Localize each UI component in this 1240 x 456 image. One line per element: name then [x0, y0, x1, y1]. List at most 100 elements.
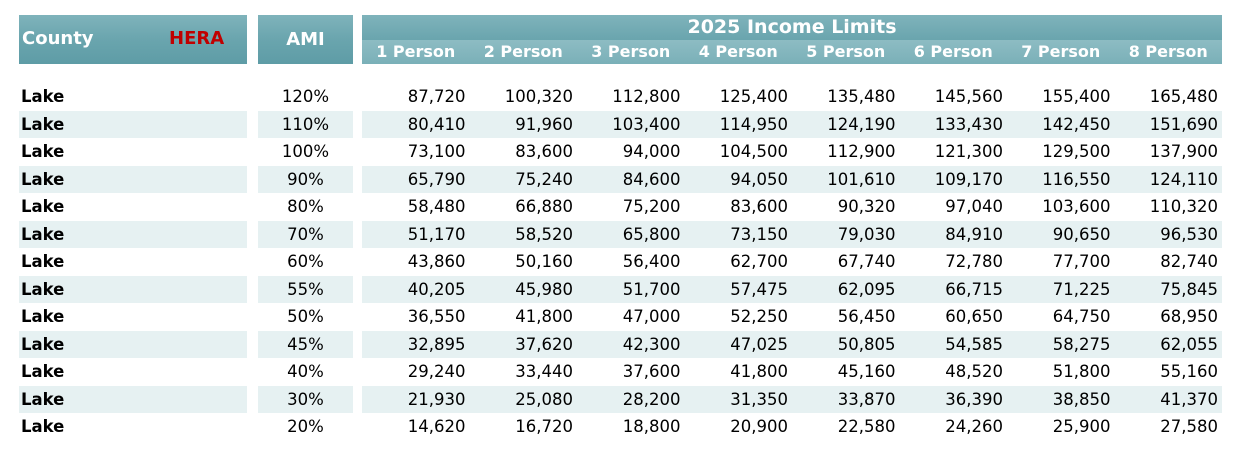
income-limit-cell: 29,240: [407, 362, 466, 381]
income-limit-cell: 103,600: [1042, 197, 1111, 216]
county-cell: Lake: [21, 362, 65, 381]
table-row: Lake 100% 73,100 83,600 94,000 104,500 112,900…: [0, 138, 1240, 166]
income-limit-cell: 94,050: [730, 169, 788, 189]
county-cell: Lake: [21, 252, 65, 271]
income-limit-cell: 114,950: [719, 114, 788, 134]
county-cell: Lake: [21, 169, 65, 189]
table-row: Lake 70% 51,170 58,520 65,800 73,150 79,030 84,…: [0, 220, 1240, 248]
income-limit-cell: 66,715: [945, 279, 1003, 299]
income-limit-cell: 112,900: [827, 142, 896, 161]
county-cell: Lake: [21, 197, 65, 216]
row-shading: [19, 330, 247, 358]
row-shading: [362, 110, 1222, 138]
income-limit-cell: 96,530: [1160, 224, 1218, 244]
income-limit-cell: 71,225: [1052, 279, 1111, 299]
income-limit-cell: 28,200: [622, 389, 681, 409]
row-shading: [19, 220, 247, 248]
income-limit-cell: 83,600: [515, 142, 573, 161]
income-limit-cell: 58,520: [515, 224, 573, 244]
income-limit-cell: 50,160: [515, 252, 573, 271]
income-limit-cell: 129,500: [1042, 142, 1111, 161]
income-limit-cell: 25,080: [515, 389, 573, 409]
income-limit-cell: 68,950: [1160, 307, 1218, 326]
income-limit-cell: 33,440: [515, 362, 573, 381]
county-cell: Lake: [21, 142, 65, 161]
income-limit-cell: 75,845: [1160, 279, 1218, 299]
income-limit-cell: 58,275: [1052, 334, 1111, 354]
income-limit-cell: 151,690: [1149, 114, 1218, 134]
income-limit-cell: 121,300: [934, 142, 1003, 161]
row-shading: [362, 165, 1222, 193]
income-limit-cell: 64,750: [1052, 307, 1111, 326]
row-shading: [258, 165, 353, 193]
table-row: Lake 90% 65,790 75,240 84,600 94,050 101,610 10…: [0, 165, 1240, 193]
table-row: Lake 120% 87,720 100,320 112,800 125,400 135,4…: [0, 83, 1240, 111]
income-limit-cell: 24,260: [945, 417, 1003, 436]
income-limit-cell: 101,610: [827, 169, 896, 189]
income-limit-cell: 109,170: [934, 169, 1003, 189]
income-limit-cell: 142,450: [1042, 114, 1111, 134]
income-limit-cell: 18,800: [622, 417, 681, 436]
income-limit-cell: 155,400: [1042, 87, 1111, 106]
income-limit-cell: 55,160: [1160, 362, 1218, 381]
income-limit-cell: 112,800: [612, 87, 681, 106]
income-limit-cell: 45,160: [837, 362, 896, 381]
ami-cell: 45%: [287, 334, 324, 354]
ami-cell: 80%: [287, 197, 324, 216]
income-limit-cell: 91,960: [515, 114, 573, 134]
person-column-header: 2 Person: [483, 42, 563, 61]
income-limit-cell: 84,910: [945, 224, 1003, 244]
person-column-header: 1 Person: [376, 42, 456, 61]
income-limit-cell: 27,580: [1160, 417, 1218, 436]
hera-label: HERA: [169, 28, 225, 49]
income-limit-cell: 37,620: [515, 334, 573, 354]
row-shading: [362, 220, 1222, 248]
income-limit-cell: 32,895: [407, 334, 466, 354]
income-limit-cell: 75,200: [622, 197, 681, 216]
person-column-header: 8 Person: [1128, 42, 1208, 61]
income-limit-cell: 79,030: [837, 224, 896, 244]
income-limit-cell: 57,475: [730, 279, 788, 299]
income-limit-cell: 25,900: [1052, 417, 1111, 436]
table-row: Lake 55% 40,205 45,980 51,700 57,475 62,095 66,…: [0, 275, 1240, 303]
person-columns-band: 1 Person 2 Person 3 Person 4 Person 5 Pe…: [362, 40, 1222, 64]
row-shading: [19, 385, 247, 413]
row-shading: [362, 275, 1222, 303]
ami-cell: 60%: [287, 252, 324, 271]
income-limit-cell: 62,055: [1160, 334, 1218, 354]
income-limit-cell: 47,025: [730, 334, 788, 354]
ami-cell: 50%: [287, 307, 324, 326]
income-limit-cell: 51,170: [407, 224, 466, 244]
income-limit-cell: 36,390: [945, 389, 1003, 409]
income-limit-cell: 60,650: [945, 307, 1003, 326]
county-cell: Lake: [21, 279, 65, 299]
ami-cell: 20%: [287, 417, 324, 436]
table-row: Lake 20% 14,620 16,720 18,800 20,900 22,580 24,…: [0, 413, 1240, 441]
income-limit-cell: 33,870: [837, 389, 896, 409]
table-row: Lake 40% 29,240 33,440 37,600 41,800 45,160 48,…: [0, 358, 1240, 386]
income-limit-cell: 37,600: [622, 362, 681, 381]
income-limit-cell: 90,650: [1052, 224, 1111, 244]
income-limit-cell: 72,780: [945, 252, 1003, 271]
income-limit-cell: 124,190: [827, 114, 896, 134]
income-limit-cell: 66,880: [515, 197, 573, 216]
row-shading: [258, 220, 353, 248]
income-limit-cell: 87,720: [407, 87, 466, 106]
income-limit-cell: 47,000: [622, 307, 681, 326]
income-limit-cell: 41,800: [515, 307, 573, 326]
income-limit-cell: 67,740: [837, 252, 896, 271]
income-limit-cell: 56,400: [622, 252, 681, 271]
income-limit-cell: 51,700: [622, 279, 681, 299]
county-cell: Lake: [21, 114, 65, 134]
row-shading: [19, 275, 247, 303]
income-limit-cell: 36,550: [407, 307, 466, 326]
income-limit-cell: 73,100: [407, 142, 466, 161]
ami-cell: 90%: [287, 169, 324, 189]
income-limit-cell: 16,720: [515, 417, 573, 436]
income-limit-cell: 45,980: [515, 279, 573, 299]
county-header: County HERA: [19, 15, 247, 64]
row-shading: [258, 330, 353, 358]
income-limit-cell: 100,320: [504, 87, 573, 106]
income-limit-cell: 54,585: [945, 334, 1003, 354]
income-limit-cell: 90,320: [837, 197, 896, 216]
